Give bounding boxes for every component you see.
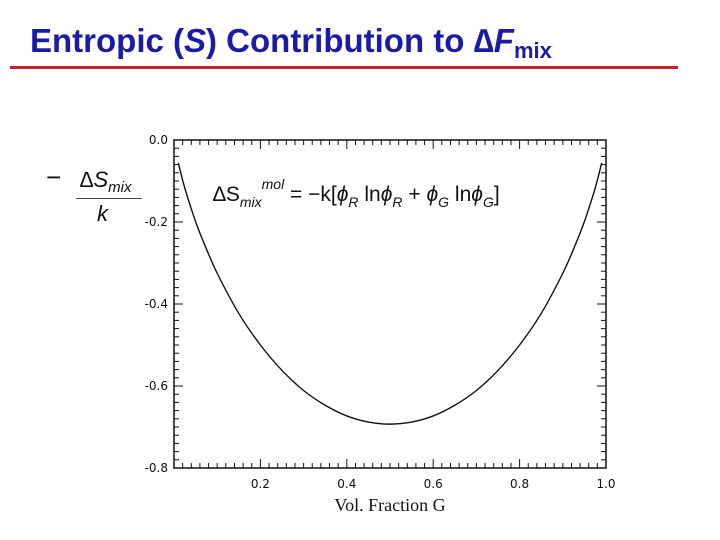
slide-title: Entropic (S) Contribution to ∆Fmix	[30, 18, 552, 64]
y-tick-label: -0.8	[145, 461, 168, 475]
eq-phi-2: ϕ	[380, 183, 393, 206]
eq-sub-3: G	[438, 194, 450, 210]
chart-series	[177, 162, 603, 425]
eq-lhs: ∆S	[213, 183, 240, 206]
eq-sub-2: R	[392, 194, 403, 210]
x-axis-label: Vol. Fraction G	[334, 495, 445, 515]
y-label-denominator: k	[97, 201, 108, 226]
chart-axes: 0.2 0.4 0.6 0.8 1.0 0.0 -0.2 -0.4 -0.6 -0.8	[145, 133, 616, 491]
eq-sub-4: G	[482, 194, 494, 210]
x-tick-label: 0.8	[510, 477, 529, 491]
title-mid: ) Contribution to ∆	[206, 22, 494, 59]
x-tick-label: 0.6	[424, 477, 443, 491]
y-tick-label: -0.2	[145, 215, 168, 229]
eq-lhs-subsup: mix mol	[240, 176, 284, 210]
y-label-fraction-bar	[76, 198, 142, 199]
y-tick-label: 0.0	[149, 133, 168, 147]
y-label-numerator: ∆Smix	[80, 167, 132, 197]
y-tick-label: -0.4	[145, 297, 168, 311]
y-label-minus: −	[46, 162, 62, 192]
eq-rhs-prefix: = −k[	[284, 183, 337, 206]
entropy-curve	[177, 162, 603, 425]
eq-phi-4: ϕ	[471, 183, 483, 206]
eq-plus: +	[402, 183, 427, 206]
title-subscript: mix	[513, 38, 552, 63]
eq-lhs-sup: mol	[261, 176, 285, 192]
y-tick-label: -0.6	[145, 379, 168, 393]
x-tick-label: 1.0	[596, 477, 615, 491]
eq-lhs-sub: mix	[239, 194, 262, 210]
x-tick-label: 0.2	[251, 477, 270, 491]
eq-ln-1: ln	[358, 183, 381, 206]
title-symbol: S	[184, 22, 207, 59]
eq-phi-3: ϕ	[426, 183, 439, 206]
entropy-equation: ∆Smixmol = −k[ϕR lnϕR + ϕG lnϕG]	[213, 170, 500, 210]
y-axis-label: − ∆Smix k	[36, 162, 146, 232]
eq-phi-1: ϕ	[336, 183, 349, 206]
eq-sub-1: R	[348, 194, 359, 210]
y-label-numerator-symbol: ∆S	[80, 167, 109, 192]
x-tick-label: 0.4	[337, 477, 356, 491]
eq-close: ]	[493, 183, 500, 206]
title-prefix: Entropic (	[30, 22, 184, 59]
title-underline	[10, 66, 678, 69]
y-label-numerator-sub: mix	[108, 179, 132, 196]
eq-ln-2: ln	[449, 183, 472, 206]
title-variable: F	[493, 22, 514, 59]
